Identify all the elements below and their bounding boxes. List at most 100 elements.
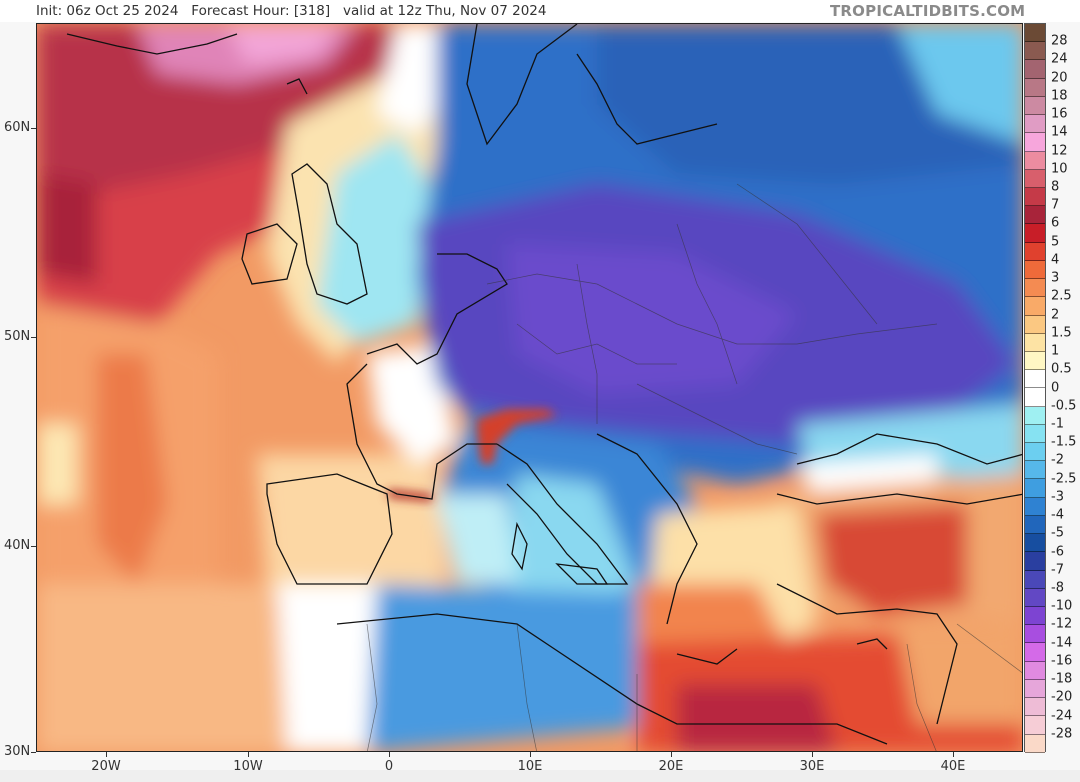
colorbar xyxy=(1024,23,1046,753)
colorbar-segment xyxy=(1025,297,1045,316)
colorbar-segment xyxy=(1025,388,1045,407)
colorbar-segment xyxy=(1025,370,1045,389)
colorbar-tick-label: 10 xyxy=(1051,161,1068,177)
lon-tick xyxy=(812,752,813,757)
brand-logo-text: TROPICALTIDBITS.COM xyxy=(830,2,1026,20)
lat-label-40n: 40N xyxy=(4,538,31,553)
colorbar-tick-label: -1.5 xyxy=(1051,434,1077,450)
country-borders xyxy=(366,183,1022,751)
colorbar-segment xyxy=(1025,698,1045,717)
colorbar-segment xyxy=(1025,115,1045,134)
colorbar-tick-label: 2.5 xyxy=(1051,288,1072,304)
colorbar-tick-label: -16 xyxy=(1051,653,1073,669)
colorbar-tick-label: 5 xyxy=(1051,234,1060,250)
colorbar-tick-label: -1 xyxy=(1051,416,1064,432)
colorbar-tick-label: 16 xyxy=(1051,106,1068,122)
colorbar-segment xyxy=(1025,461,1045,480)
forecast-title: Init: 06z Oct 25 2024 Forecast Hour: [31… xyxy=(36,3,547,19)
colorbar-segment xyxy=(1025,78,1045,97)
colorbar-tick-label: 20 xyxy=(1051,70,1068,86)
lon-label-0: 0 xyxy=(384,759,394,774)
colorbar-segment xyxy=(1025,96,1045,116)
colorbar-tick-label: -24 xyxy=(1051,708,1073,724)
colorbar-tick-label: 6 xyxy=(1051,215,1060,231)
lon-tick xyxy=(530,752,531,757)
colorbar-tick-label: -12 xyxy=(1051,616,1073,632)
colorbar-tick-label: -18 xyxy=(1051,671,1073,687)
colorbar-segment xyxy=(1025,133,1045,152)
colorbar-tick-label: 0 xyxy=(1051,380,1060,395)
lon-tick xyxy=(106,752,107,757)
colorbar-segment xyxy=(1025,734,1045,753)
colorbar-tick-label: -5 xyxy=(1051,525,1064,541)
colorbar-segment xyxy=(1025,443,1045,462)
colorbar-tick-label: -0.5 xyxy=(1051,398,1077,414)
colorbar-tick-label: -28 xyxy=(1051,726,1073,742)
colorbar-segment xyxy=(1025,570,1045,589)
colorbar-segment xyxy=(1025,187,1045,207)
colorbar-segment xyxy=(1025,206,1045,225)
lon-tick xyxy=(671,752,672,757)
colorbar-segment xyxy=(1025,151,1045,170)
colorbar-segment xyxy=(1025,661,1045,680)
colorbar-tick-label: -6 xyxy=(1051,544,1064,560)
colorbar-segment xyxy=(1025,279,1045,298)
colorbar-segment xyxy=(1025,625,1045,644)
lon-tick xyxy=(389,752,390,757)
lon-tick xyxy=(953,752,954,757)
colorbar-tick-label: 28 xyxy=(1051,33,1068,49)
footer-strip xyxy=(0,770,1080,782)
colorbar-tick-label: 18 xyxy=(1051,88,1068,104)
colorbar-tick-label: 2 xyxy=(1051,307,1060,323)
colorbar-segment xyxy=(1025,679,1045,699)
colorbar-segment xyxy=(1025,515,1045,535)
colorbar-tick-label: 4 xyxy=(1051,252,1060,268)
colorbar-tick-label: -4 xyxy=(1051,507,1064,523)
colorbar-tick-label: 8 xyxy=(1051,179,1060,195)
colorbar-segment xyxy=(1025,42,1045,61)
colorbar-tick-label: -7 xyxy=(1051,562,1064,578)
colorbar-tick-label: -2.5 xyxy=(1051,471,1077,487)
colorbar-segment xyxy=(1025,607,1045,626)
colorbar-segment xyxy=(1025,242,1045,261)
lon-tick xyxy=(248,752,249,757)
lat-tick xyxy=(31,337,36,338)
colorbar-segment xyxy=(1025,224,1045,243)
lat-tick xyxy=(31,752,36,753)
colorbar-segment xyxy=(1025,479,1045,498)
colorbar-tick-label: -8 xyxy=(1051,580,1064,596)
colorbar-tick-label: 3 xyxy=(1051,270,1060,286)
forecast-map xyxy=(36,23,1023,752)
lat-tick xyxy=(31,128,36,129)
colorbar-segment xyxy=(1025,60,1045,79)
colorbar-segment xyxy=(1025,588,1045,607)
lat-label-60n: 60N xyxy=(4,120,31,135)
colorbar-segment xyxy=(1025,351,1045,371)
colorbar-segment xyxy=(1025,534,1045,553)
colorbar-tick-label: 12 xyxy=(1051,143,1068,159)
colorbar-tick-label: -14 xyxy=(1051,635,1073,651)
colorbar-tick-label: 1 xyxy=(1051,343,1060,359)
colorbar-tick-label: 24 xyxy=(1051,51,1068,67)
colorbar-segment xyxy=(1025,716,1045,735)
colorbar-segment xyxy=(1025,643,1045,662)
colorbar-segment xyxy=(1025,406,1045,425)
map-field xyxy=(37,24,1022,751)
lat-tick xyxy=(31,546,36,547)
colorbar-segment xyxy=(1025,497,1045,516)
colorbar-tick-label: 0.5 xyxy=(1051,361,1072,377)
colorbar-tick-label: 7 xyxy=(1051,197,1060,213)
colorbar-segment xyxy=(1025,315,1045,334)
colorbar-tick-label: -3 xyxy=(1051,489,1064,505)
colorbar-tick-label: -2 xyxy=(1051,452,1064,468)
colorbar-segment xyxy=(1025,552,1045,571)
colorbar-segment xyxy=(1025,169,1045,188)
colorbar-segment xyxy=(1025,260,1045,280)
lat-label-30n: 30N xyxy=(4,744,31,759)
colorbar-segment xyxy=(1025,333,1045,352)
colorbar-segment xyxy=(1025,424,1045,444)
colorbar-tick-label: 14 xyxy=(1051,124,1068,140)
colorbar-segment xyxy=(1025,24,1045,43)
colorbar-tick-label: -20 xyxy=(1051,689,1073,705)
colorbar-tick-label: 1.5 xyxy=(1051,325,1072,341)
